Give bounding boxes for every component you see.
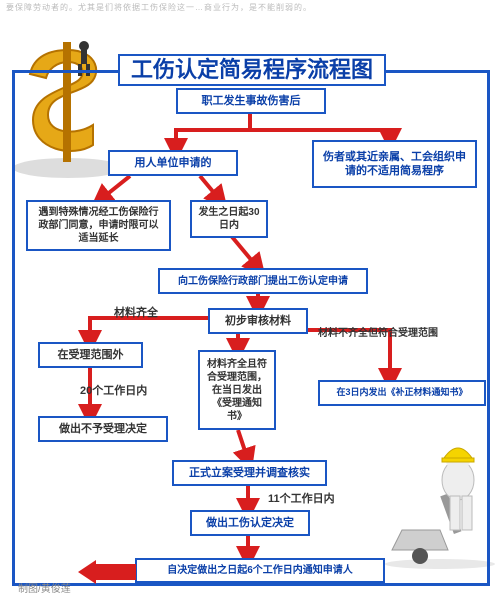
node-n2: 用人单位申请的 [108, 150, 238, 176]
edge-label-3: 11个工作日内 [268, 490, 335, 506]
node-n4: 遇到特殊情况经工伤保险行政部门同意，申请时限可以适当延长 [26, 200, 171, 251]
node-n7: 初步审核材料 [208, 308, 308, 334]
node-n10: 材料齐全且符合受理范围，在当日发出《受理通知书》 [198, 350, 276, 430]
header-fragment: 要保障劳动者的。尤其是们将依据工伤保险这一…商业行为，是不能削弱的。 [6, 2, 312, 13]
node-n11: 在3日内发出《补正材料通知书》 [318, 380, 486, 406]
diagram-title: 工伤认定简易程序流程图 [118, 54, 386, 86]
node-n8: 在受理范围外 [38, 342, 143, 368]
node-n14: 自决定做出之日起6个工作日内通知申请人 [135, 558, 385, 583]
credit-text: 制图/黄俊莲 [18, 580, 71, 595]
node-n5: 发生之日起30日内 [190, 200, 268, 238]
node-n12: 正式立案受理并调查核实 [172, 460, 327, 486]
bottom-decorative-arrow [78, 560, 138, 589]
node-n6: 向工伤保险行政部门提出工伤认定申请 [158, 268, 368, 294]
node-n1: 职工发生事故伤害后 [176, 88, 326, 114]
edge-label-0: 材料齐全 [114, 304, 158, 320]
node-n3: 伤者或其近亲属、工会组织申请的不适用简易程序 [312, 140, 477, 188]
edge-label-2: 20个工作日内 [80, 382, 147, 398]
node-n13: 做出工伤认定决定 [190, 510, 310, 536]
node-n9: 做出不予受理决定 [38, 416, 168, 442]
diagram-title-text: 工伤认定简易程序流程图 [131, 56, 373, 85]
edge-label-1: 材料不齐全但符合受理范围 [318, 324, 438, 339]
